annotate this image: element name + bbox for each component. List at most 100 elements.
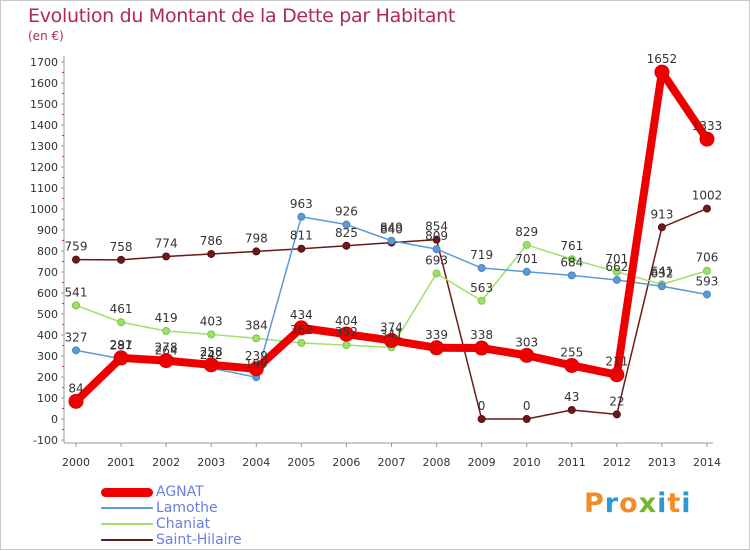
data-point-saint-hilaire: [162, 252, 171, 261]
legend-label-agnat: AGNAT: [156, 484, 204, 500]
data-point-agnat: [203, 357, 219, 373]
data-label-chaniat: 403: [200, 314, 223, 328]
x-tick-label: 2006: [332, 456, 360, 469]
data-point-lamothe: [477, 264, 486, 273]
chart-unit: (en €): [28, 29, 64, 43]
data-label-lamothe: 593: [696, 274, 719, 288]
data-label-lamothe: 242: [200, 348, 223, 362]
proxiti-logo: Proxiti: [584, 488, 692, 519]
data-label-lamothe: 264: [155, 344, 178, 358]
data-label-chaniat: 384: [245, 318, 268, 332]
data-point-saint-hilaire: [252, 247, 261, 256]
legend-item-saint-hilaire: Saint-Hilaire: [101, 532, 301, 548]
data-label-chaniat: 419: [155, 311, 178, 325]
y-tick-label: 1300: [30, 140, 58, 153]
logo-letter: P: [584, 488, 605, 519]
data-label-saint-hilaire: 774: [155, 236, 178, 250]
data-label-chaniat: 352: [335, 325, 358, 339]
logo-letter: o: [619, 488, 639, 519]
legend-label-chaniat: Chaniat: [156, 516, 211, 532]
data-point-agnat: [429, 340, 445, 356]
data-label-lamothe: 809: [425, 229, 448, 243]
y-tick-label: 400: [37, 329, 58, 342]
data-point-agnat: [383, 332, 399, 348]
data-label-agnat: 303: [515, 335, 538, 349]
data-label-saint-hilaire: 758: [110, 240, 133, 254]
y-tick-label: 800: [37, 245, 58, 258]
x-tick-label: 2001: [107, 456, 135, 469]
legend-label-lamothe: Lamothe: [156, 500, 218, 516]
y-tick-label: 700: [37, 266, 58, 279]
logo-letter: i: [681, 488, 692, 519]
data-label-chaniat: 341: [380, 327, 403, 341]
data-label-saint-hilaire: 0: [478, 399, 486, 413]
data-point-agnat: [609, 367, 625, 383]
data-label-agnat: 255: [560, 345, 583, 359]
data-label-lamothe: 632: [650, 266, 673, 280]
y-tick-label: 1500: [30, 98, 58, 111]
data-label-chaniat: 701: [605, 252, 628, 266]
data-label-agnat: 338: [470, 328, 493, 342]
data-point-agnat: [248, 361, 264, 377]
y-tick-label: 1600: [30, 77, 58, 90]
data-point-saint-hilaire: [432, 235, 441, 244]
legend-swatch-chaniat: [101, 523, 153, 525]
y-tick-label: 1700: [30, 56, 58, 69]
x-tick-label: 2014: [693, 456, 721, 469]
data-label-agnat: 258: [200, 345, 223, 359]
legend: AGNAT Lamothe Chaniat Saint-Hilaire: [101, 484, 301, 548]
data-point-agnat: [654, 64, 670, 80]
data-label-lamothe: 719: [470, 248, 493, 262]
data-label-agnat: 239: [245, 349, 268, 363]
logo-letter: x: [638, 488, 658, 519]
data-point-lamothe: [702, 290, 711, 299]
data-point-chaniat: [567, 255, 576, 264]
y-tick-label: 100: [37, 392, 58, 405]
x-tick-label: 2003: [197, 456, 225, 469]
data-point-chaniat: [297, 338, 306, 347]
data-point-lamothe: [522, 267, 531, 276]
legend-swatch-lamothe: [101, 507, 153, 509]
data-label-lamothe: 684: [560, 255, 583, 269]
y-tick-label: 1000: [30, 203, 58, 216]
data-label-saint-hilaire: 43: [564, 390, 579, 404]
data-label-agnat: 211: [605, 355, 628, 369]
legend-item-agnat: AGNAT: [101, 484, 301, 500]
data-label-saint-hilaire: 854: [425, 220, 448, 234]
data-point-chaniat: [342, 341, 351, 350]
data-label-agnat: 1333: [692, 119, 723, 133]
data-label-lamothe: 849: [380, 221, 403, 235]
data-label-saint-hilaire: 786: [200, 234, 223, 248]
logo-letter: t: [667, 488, 682, 519]
x-tick-label: 2004: [242, 456, 270, 469]
data-point-agnat: [564, 357, 580, 373]
data-label-agnat: 84: [68, 381, 83, 395]
data-label-lamothe: 963: [290, 197, 313, 211]
data-label-chaniat: 541: [65, 285, 88, 299]
data-point-agnat: [474, 340, 490, 356]
y-tick-label: 1100: [30, 182, 58, 195]
data-point-agnat: [113, 350, 129, 366]
y-tick-label: 200: [37, 371, 58, 384]
x-tick-label: 2013: [648, 456, 676, 469]
x-tick-label: 2009: [468, 456, 496, 469]
data-point-lamothe: [342, 220, 351, 229]
data-label-agnat: 434: [290, 308, 313, 322]
data-label-chaniat: 693: [425, 253, 448, 267]
data-label-saint-hilaire: 798: [245, 231, 268, 245]
x-tick-label: 2007: [377, 456, 405, 469]
data-point-agnat: [699, 131, 715, 147]
x-tick-label: 2002: [152, 456, 180, 469]
data-label-saint-hilaire: 811: [290, 229, 313, 243]
legend-swatch-agnat: [101, 487, 153, 497]
legend-label-saint-hilaire: Saint-Hilaire: [156, 532, 242, 548]
data-point-saint-hilaire: [117, 255, 126, 264]
y-tick-label: 1200: [30, 161, 58, 174]
x-tick-label: 2010: [513, 456, 541, 469]
data-point-chaniat: [477, 296, 486, 305]
y-tick-label: -100: [33, 434, 58, 447]
data-label-lamothe: 287: [110, 339, 133, 353]
data-point-saint-hilaire: [297, 244, 306, 253]
logo-letter: r: [604, 488, 620, 519]
